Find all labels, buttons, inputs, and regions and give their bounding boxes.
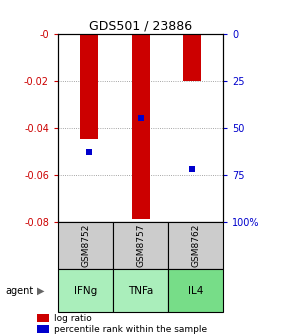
Bar (58, 269, 113, 312)
Text: IL4: IL4 (188, 286, 204, 296)
Bar (58, 222, 113, 269)
Text: ▶: ▶ (37, 286, 45, 296)
Bar (168, 269, 223, 312)
Text: log ratio: log ratio (53, 314, 91, 323)
Bar (113, 222, 168, 269)
Bar (132, 34, 150, 219)
Bar (168, 222, 223, 269)
Text: IFNg: IFNg (74, 286, 97, 296)
Text: agent: agent (6, 286, 34, 296)
Text: percentile rank within the sample: percentile rank within the sample (53, 325, 207, 334)
Bar (80, 34, 98, 139)
Bar (183, 34, 201, 81)
Text: GSM8762: GSM8762 (191, 223, 200, 267)
Text: GSM8757: GSM8757 (136, 223, 145, 267)
Text: GSM8752: GSM8752 (81, 223, 90, 267)
Bar (37, 314, 48, 322)
Bar (37, 325, 48, 333)
Title: GDS501 / 23886: GDS501 / 23886 (89, 19, 192, 33)
Bar (113, 269, 168, 312)
Text: TNFa: TNFa (128, 286, 153, 296)
